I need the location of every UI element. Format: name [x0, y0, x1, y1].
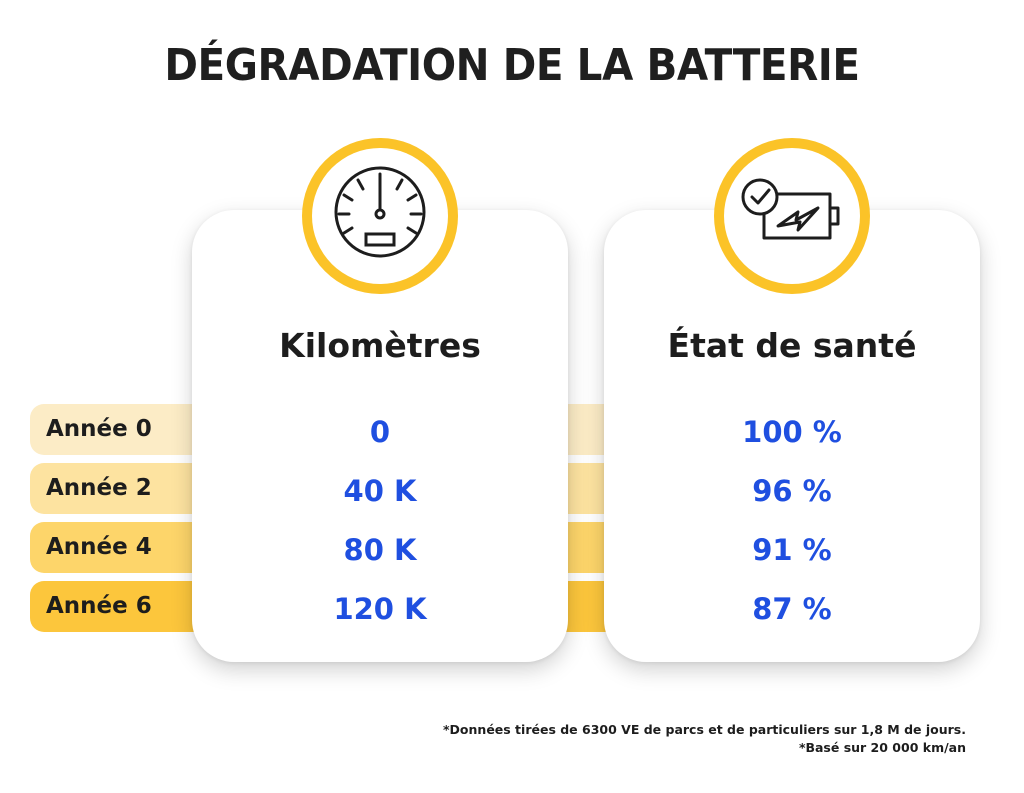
health-heading: État de santé	[667, 326, 917, 365]
health-card: État de santé 100 % 96 % 91 % 87 %	[604, 210, 980, 662]
health-value: 100 %	[742, 415, 842, 449]
page-title: DÉGRADATION DE LA BATTERIE	[164, 40, 860, 91]
health-value: 91 %	[752, 533, 832, 567]
footnote: *Basé sur 20 000 km/an	[798, 740, 966, 755]
kilometres-heading: Kilomètres	[279, 326, 481, 365]
kilometres-value: 80 K	[343, 533, 417, 567]
kilometres-value: 120 K	[333, 592, 427, 626]
year-label: Année 6	[46, 593, 152, 619]
year-label: Année 2	[46, 475, 152, 501]
speedometer-badge	[302, 138, 458, 294]
year-label: Année 4	[46, 534, 152, 560]
kilometres-value: 0	[369, 415, 391, 449]
health-value: 87 %	[752, 592, 832, 626]
kilometres-value: 40 K	[343, 474, 417, 508]
speedometer-icon	[334, 166, 426, 258]
health-value: 96 %	[752, 474, 832, 508]
battery-health-icon	[741, 178, 840, 240]
battery-badge	[714, 138, 870, 294]
year-label: Année 0	[46, 416, 152, 442]
footnote: *Données tirées de 6300 VE de parcs et d…	[443, 722, 966, 737]
